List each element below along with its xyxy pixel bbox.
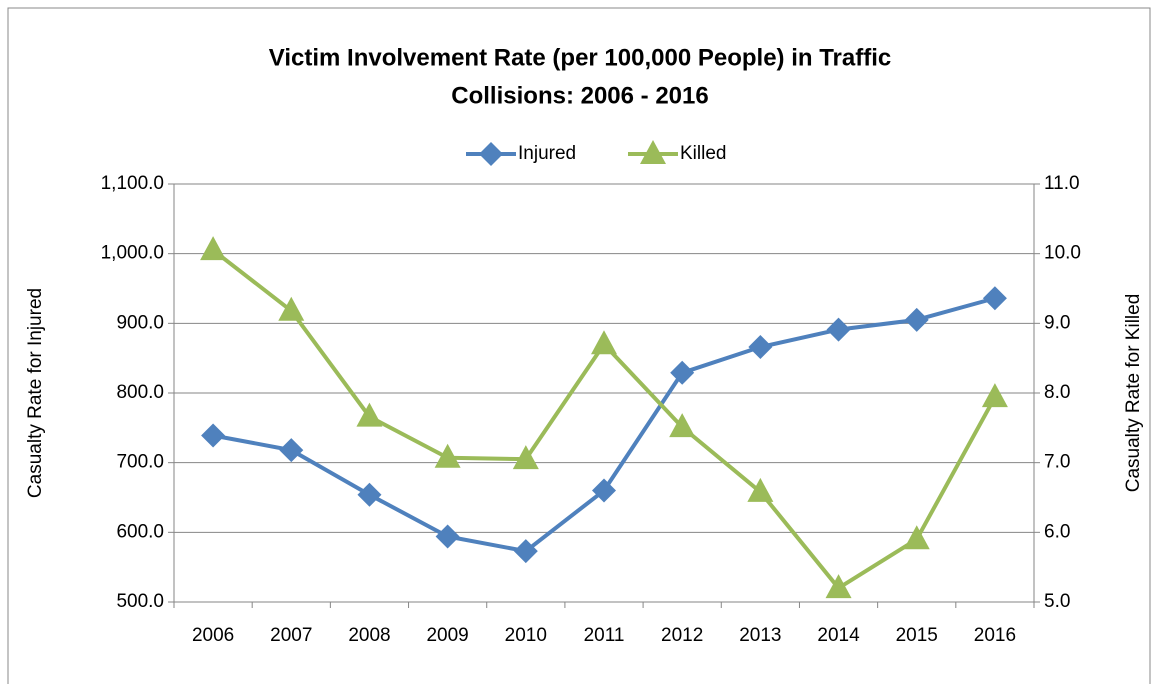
- y2-tick-label: 8.0: [1044, 382, 1070, 403]
- x-tick-label: 2007: [270, 625, 312, 646]
- y-tick-label: 800.0: [116, 382, 164, 403]
- y2-axis-title: Casualty Rate for Killed: [1123, 294, 1144, 493]
- chart-title: Victim Involvement Rate (per 100,000 Peo…: [269, 44, 891, 71]
- data-point: [278, 296, 305, 321]
- y2-tick-label: 7.0: [1044, 452, 1070, 473]
- x-tick-label: 2010: [505, 625, 547, 646]
- y-tick-label: 1,000.0: [101, 243, 164, 264]
- data-point: [201, 423, 226, 448]
- data-point: [357, 482, 382, 507]
- data-point: [670, 360, 695, 385]
- data-point: [592, 478, 616, 503]
- x-tick-label: 2012: [661, 625, 703, 646]
- x-tick-label: 2016: [974, 625, 1016, 646]
- legend-marker: [479, 142, 503, 166]
- legend-label: Injured: [518, 143, 576, 164]
- data-point: [513, 539, 538, 564]
- chart-border: [7, 7, 1151, 684]
- series-line: [211, 248, 997, 591]
- data-point: [826, 317, 851, 342]
- legend-label: Killed: [680, 143, 726, 164]
- y-tick-label: 600.0: [116, 521, 164, 542]
- y2-tick-label: 5.0: [1044, 591, 1070, 612]
- y-tick-label: 700.0: [116, 452, 164, 473]
- data-point: [434, 443, 461, 468]
- data-point: [904, 307, 929, 332]
- data-point: [279, 438, 304, 463]
- data-point: [435, 524, 460, 549]
- y2-tick-label: 6.0: [1044, 521, 1070, 542]
- data-point: [981, 383, 1008, 408]
- x-tick-label: 2015: [896, 625, 938, 646]
- x-tick-label: 2014: [817, 625, 860, 646]
- x-tick-label: 2013: [739, 625, 781, 646]
- x-tick-label: 2006: [192, 625, 234, 646]
- chart-title: Collisions: 2006 - 2016: [451, 82, 708, 109]
- data-point: [200, 236, 227, 261]
- data-point: [982, 286, 1007, 311]
- y2-tick-label: 10.0: [1044, 243, 1081, 264]
- y-tick-label: 500.0: [116, 591, 164, 612]
- data-point: [825, 574, 852, 599]
- x-tick-label: 2009: [426, 625, 468, 646]
- y2-tick-label: 11.0: [1044, 173, 1080, 194]
- y2-tick-label: 9.0: [1044, 312, 1070, 333]
- y-tick-label: 900.0: [116, 312, 164, 333]
- data-point: [903, 525, 930, 550]
- y-tick-label: 1,100.0: [101, 173, 164, 194]
- data-point: [748, 335, 773, 360]
- y-axis-title: Casualty Rate for Injured: [25, 288, 46, 498]
- data-point: [512, 445, 539, 470]
- x-tick-label: 2011: [584, 625, 625, 646]
- x-tick-label: 2008: [348, 625, 390, 646]
- legend-marker: [640, 140, 666, 164]
- data-point: [356, 402, 383, 427]
- data-point: [669, 413, 696, 438]
- data-point: [747, 477, 774, 502]
- data-point: [591, 330, 617, 355]
